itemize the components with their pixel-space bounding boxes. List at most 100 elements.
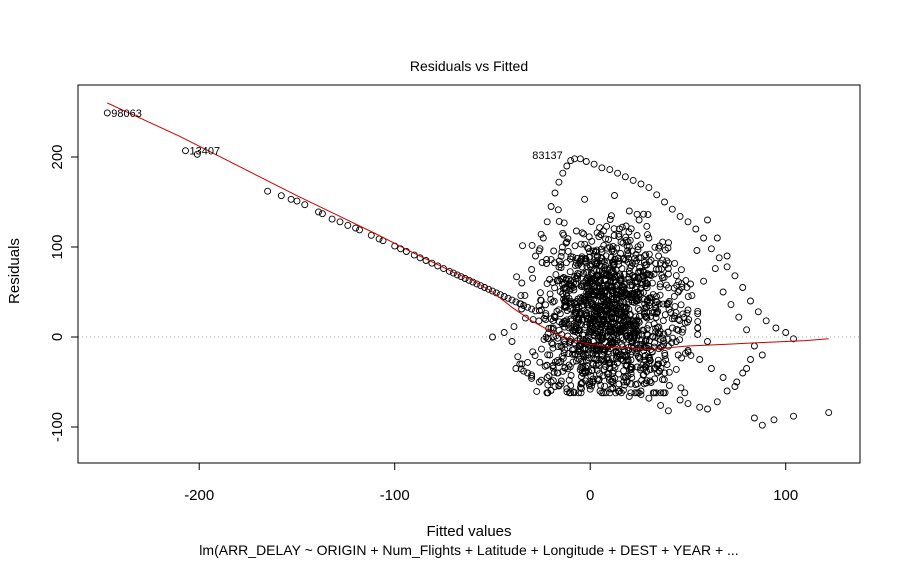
data-point bbox=[580, 353, 588, 361]
data-point bbox=[657, 401, 665, 409]
data-point bbox=[550, 297, 558, 305]
data-point bbox=[676, 212, 684, 220]
data-point bbox=[558, 352, 566, 360]
data-points bbox=[103, 109, 833, 429]
data-point bbox=[182, 147, 189, 155]
data-point bbox=[589, 377, 597, 385]
data-point bbox=[621, 173, 629, 181]
data-point bbox=[772, 324, 780, 332]
data-point bbox=[651, 243, 659, 251]
data-point bbox=[590, 160, 598, 168]
data-point bbox=[585, 328, 593, 336]
data-point bbox=[743, 326, 751, 334]
data-point bbox=[328, 215, 336, 223]
data-point bbox=[585, 233, 593, 241]
loess-smoother-line bbox=[107, 102, 829, 351]
data-point bbox=[576, 294, 584, 302]
data-point bbox=[612, 295, 620, 302]
data-point bbox=[610, 225, 618, 233]
data-point bbox=[661, 349, 669, 357]
data-point bbox=[640, 210, 648, 218]
data-point bbox=[575, 389, 582, 397]
data-point bbox=[610, 320, 618, 328]
data-point bbox=[640, 259, 648, 266]
data-point bbox=[671, 303, 679, 311]
data-point bbox=[587, 218, 595, 225]
data-point bbox=[588, 237, 596, 245]
data-point bbox=[646, 377, 654, 385]
data-point bbox=[514, 353, 522, 361]
data-point bbox=[646, 365, 654, 373]
data-point bbox=[628, 374, 636, 382]
data-point bbox=[652, 297, 660, 305]
data-point bbox=[560, 219, 568, 227]
data-point bbox=[549, 364, 557, 372]
data-point bbox=[683, 309, 691, 317]
data-point bbox=[519, 242, 526, 250]
data-point bbox=[574, 272, 582, 280]
data-point bbox=[544, 351, 552, 359]
data-point bbox=[653, 191, 661, 199]
data-point bbox=[565, 324, 573, 332]
data-point bbox=[598, 389, 606, 397]
data-point bbox=[645, 250, 653, 258]
data-point bbox=[607, 378, 615, 386]
data-point bbox=[625, 243, 633, 251]
data-point bbox=[679, 310, 687, 318]
data-point bbox=[293, 197, 301, 205]
data-point bbox=[619, 303, 627, 311]
data-point bbox=[639, 272, 647, 280]
data-point bbox=[549, 317, 557, 325]
data-point bbox=[657, 389, 665, 397]
data-point bbox=[652, 266, 660, 273]
data-point bbox=[600, 356, 608, 364]
data-point bbox=[606, 166, 614, 174]
data-point bbox=[664, 244, 672, 252]
data-point bbox=[661, 352, 669, 359]
data-point bbox=[790, 412, 797, 420]
data-point bbox=[630, 274, 638, 282]
data-point bbox=[544, 335, 552, 343]
data-point bbox=[645, 302, 653, 310]
data-point bbox=[575, 325, 583, 333]
data-point bbox=[564, 350, 572, 357]
data-point bbox=[653, 292, 660, 300]
data-point bbox=[694, 307, 702, 315]
data-point bbox=[642, 361, 650, 369]
data-point bbox=[626, 334, 634, 342]
data-point bbox=[592, 248, 599, 255]
x-axis-label: Fitted values bbox=[426, 523, 511, 540]
data-point bbox=[547, 295, 555, 303]
data-point bbox=[644, 231, 651, 239]
data-point bbox=[750, 414, 758, 422]
data-point bbox=[581, 311, 589, 319]
data-point bbox=[644, 211, 652, 219]
data-point bbox=[585, 294, 593, 302]
data-point bbox=[614, 330, 622, 337]
data-point bbox=[578, 316, 586, 324]
data-point bbox=[524, 358, 532, 366]
data-point bbox=[552, 271, 560, 279]
data-point bbox=[606, 359, 614, 367]
data-point bbox=[652, 389, 660, 397]
data-point bbox=[668, 205, 676, 213]
data-point bbox=[663, 301, 671, 309]
data-point bbox=[538, 345, 545, 353]
data-point bbox=[508, 338, 516, 345]
data-point bbox=[635, 317, 642, 325]
data-point bbox=[637, 180, 645, 188]
data-point bbox=[500, 293, 508, 300]
data-point bbox=[590, 354, 598, 362]
data-point bbox=[566, 255, 574, 263]
data-point bbox=[581, 240, 589, 248]
data-point bbox=[559, 169, 567, 177]
data-point bbox=[683, 283, 691, 291]
data-point bbox=[553, 369, 561, 377]
data-point bbox=[659, 274, 666, 282]
data-point bbox=[621, 374, 629, 382]
data-point bbox=[567, 157, 575, 165]
data-point bbox=[568, 346, 576, 354]
data-point bbox=[626, 310, 634, 318]
data-point bbox=[635, 389, 643, 397]
